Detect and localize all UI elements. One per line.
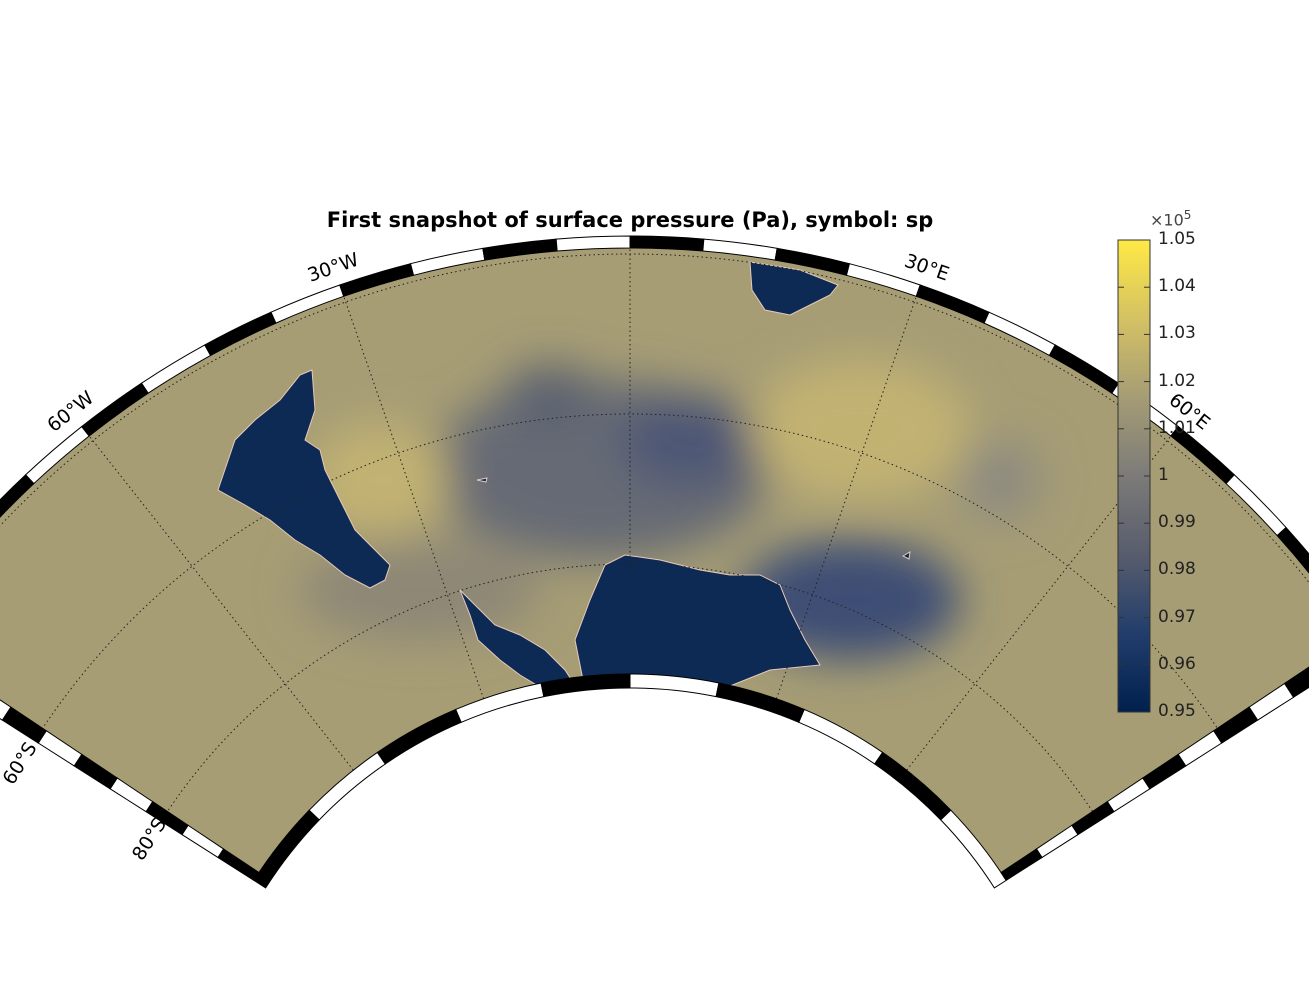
colorbar-tick-label: 0.95 bbox=[1158, 701, 1196, 721]
longitude-line bbox=[906, 435, 1172, 771]
frame-segment bbox=[940, 809, 1007, 889]
frame-segment bbox=[1283, 666, 1309, 698]
island-south-georgia bbox=[476, 477, 488, 483]
latitude-line bbox=[34, 413, 1226, 741]
frame-segment bbox=[0, 699, 12, 721]
frame-segment bbox=[1276, 526, 1309, 574]
colorbar bbox=[1117, 239, 1151, 713]
colorbar-tick-label: 0.97 bbox=[1158, 606, 1196, 627]
high-pressure-east bbox=[750, 360, 970, 500]
pressure-field bbox=[0, 248, 1309, 881]
colorbar-multiplier: ×105 bbox=[1150, 208, 1192, 230]
island-kerguelen bbox=[901, 551, 911, 560]
colorbar-tick-label: 1.02 bbox=[1158, 370, 1196, 391]
map-title: First snapshot of surface pressure (Pa),… bbox=[326, 208, 934, 232]
colorbar-tick-label: 0.98 bbox=[1158, 559, 1196, 580]
colorbar-ticks bbox=[1118, 239, 1150, 713]
colorbar-tick-label: 1.01 bbox=[1158, 417, 1196, 438]
low-pressure-core bbox=[620, 395, 760, 485]
high-pressure-west bbox=[310, 425, 450, 535]
colorbar-tick-label: 0.99 bbox=[1158, 512, 1196, 533]
south-america-landmass bbox=[217, 369, 391, 589]
longitude-line bbox=[88, 435, 354, 771]
mid-pressure-east bbox=[960, 440, 1040, 520]
africa-landmass bbox=[749, 261, 839, 316]
map-frame bbox=[0, 235, 1309, 889]
colorbar-tick-label: 1.03 bbox=[1158, 323, 1196, 344]
graticule bbox=[0, 248, 1309, 822]
low-pressure-north bbox=[505, 365, 595, 425]
pressure-anomalies bbox=[300, 360, 1040, 660]
colorbar-tick-label: 0.96 bbox=[1158, 653, 1196, 674]
latitude-label: 60°S bbox=[0, 738, 42, 788]
colorbar-tick-label: 1.05 bbox=[1158, 229, 1196, 249]
longitude-label: 30°E bbox=[902, 250, 952, 286]
colorbar-tick-label: 1.04 bbox=[1158, 276, 1196, 297]
colorbar-tick-label: 1 bbox=[1158, 465, 1169, 485]
